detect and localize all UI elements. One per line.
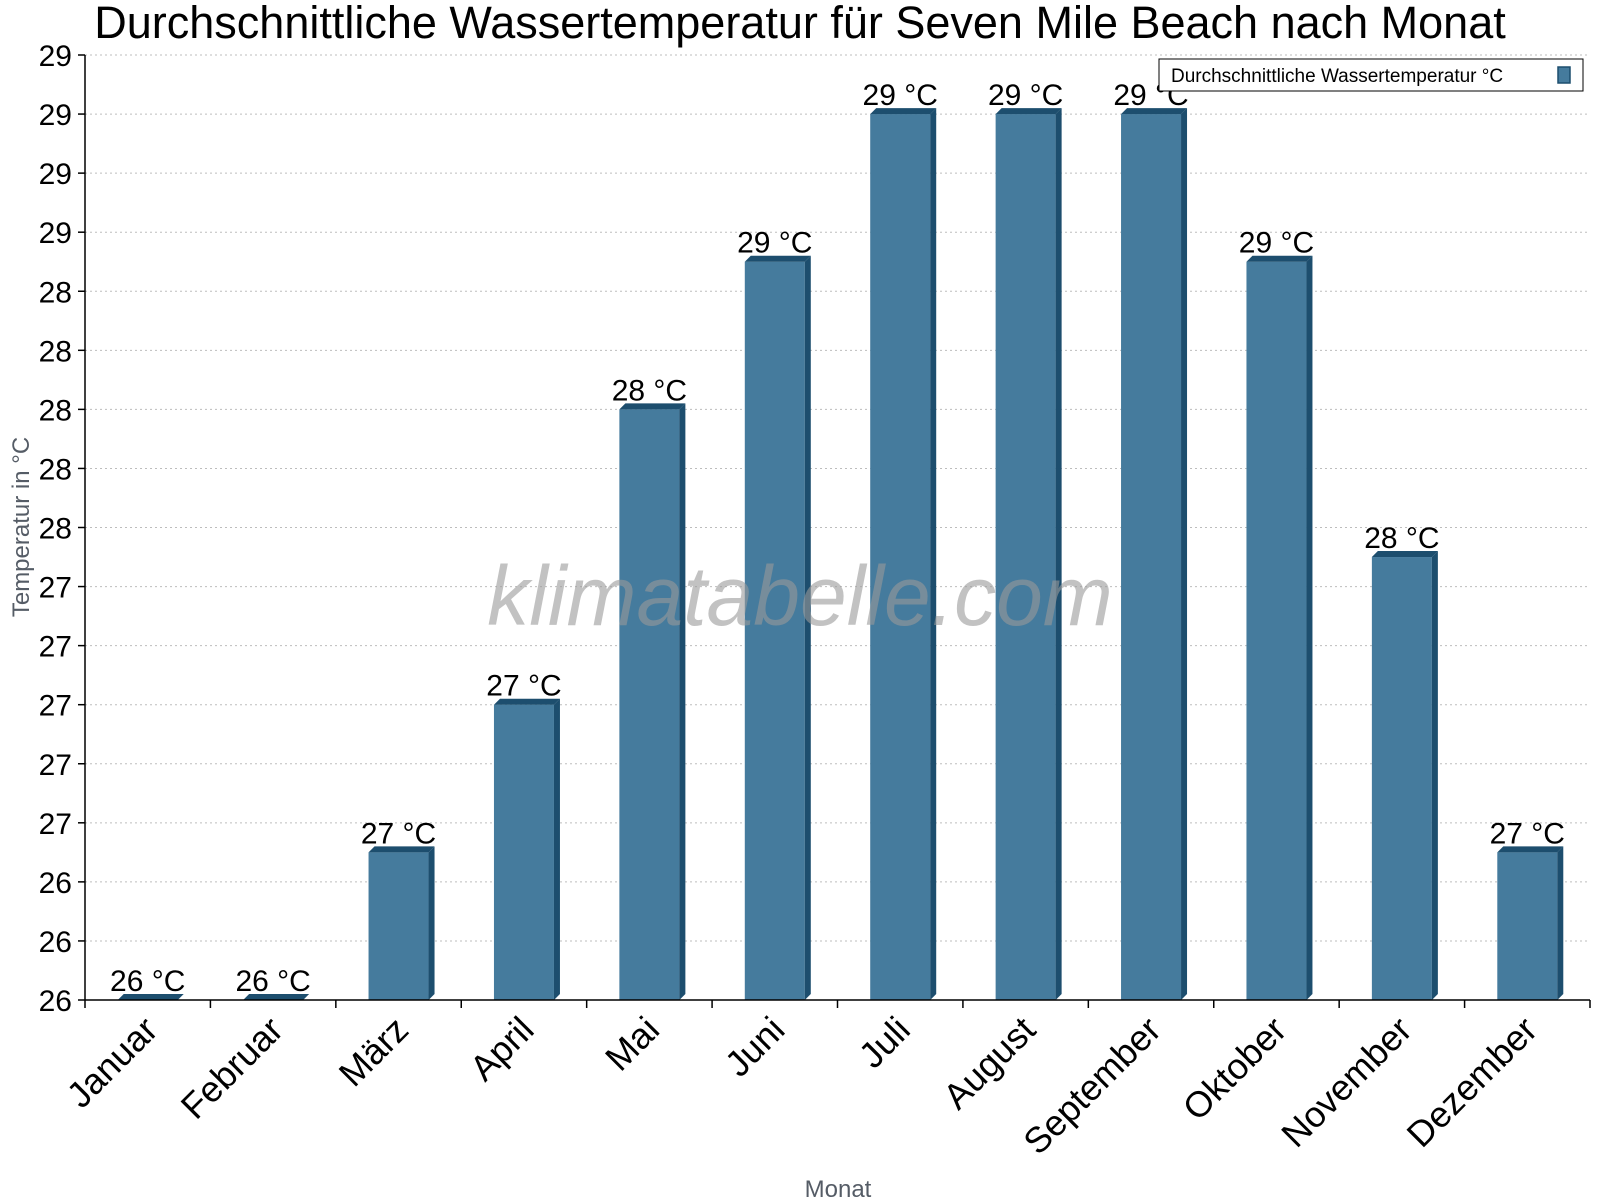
data-label: 29 °C: [1239, 227, 1314, 260]
y-tick-label: 27: [39, 690, 72, 723]
data-labels: 26 °C 26 °C 27 °C 27 °C 28 °C 29 °C 29 °C 29 °C…: [110, 79, 1565, 998]
watermark: klimatabelle.com: [487, 549, 1113, 643]
bar: [1121, 108, 1188, 1000]
data-label: 28 °C: [612, 374, 687, 407]
data-label: 26 °C: [235, 965, 310, 998]
y-tick-label: 29: [39, 40, 72, 73]
legend-box: [1158, 58, 1584, 92]
y-tick-label: 28: [39, 335, 72, 368]
x-tick-label: Juli: [851, 1009, 918, 1076]
x-tick-label: November: [1273, 1009, 1419, 1155]
bar-top: [1371, 551, 1438, 558]
bar-front: [995, 114, 1056, 1000]
chart-title: Durchschnittliche Wassertemperatur für S…: [94, 0, 1506, 48]
bar-front: [1497, 852, 1558, 1000]
grid: [85, 54, 1590, 942]
y-tick-label: 27: [39, 808, 72, 841]
x-tick-label: August: [935, 1009, 1043, 1117]
bar-front: [870, 114, 931, 1000]
legend-entry-label: Durchschnittliche Wassertemperatur °C: [1171, 66, 1503, 87]
bar-top: [243, 994, 310, 1000]
bars: [117, 108, 1564, 1000]
y-tick-label: 29: [39, 158, 72, 191]
legend-swatch: [1557, 66, 1571, 84]
data-label: 28 °C: [1364, 522, 1439, 555]
data-label: 26 °C: [110, 965, 185, 998]
bar-top: [744, 255, 811, 262]
x-tick-label: März: [331, 1009, 417, 1095]
bar-side: [804, 255, 811, 1000]
bar-front: [619, 409, 680, 1000]
bar-side: [679, 403, 686, 1000]
y-tick-label: 27: [39, 572, 72, 605]
y-axis-ticks: 26 26 26 27 27 27 27 27 28 28 28 28 28 29 29 29 29: [39, 40, 85, 1018]
bar-top: [619, 403, 686, 410]
bar-top: [1246, 255, 1313, 262]
bar: [493, 698, 560, 1000]
y-tick-label: 27: [39, 631, 72, 664]
y-tick-label: 28: [39, 276, 72, 309]
y-tick-label: 26: [39, 985, 72, 1018]
bar-side: [930, 108, 937, 1000]
x-tick-label: Juni: [717, 1009, 793, 1085]
bar-front: [368, 852, 429, 1000]
bar-side: [1181, 108, 1188, 1000]
x-tick-label: Mai: [597, 1009, 667, 1079]
bar-side: [1557, 846, 1564, 1000]
bar: [368, 846, 435, 1000]
bar: [243, 994, 310, 1000]
y-axis-label: Temperatur in °C: [8, 437, 35, 617]
data-label: 29 °C: [737, 227, 812, 260]
bar: [744, 255, 811, 1000]
bar-front: [1246, 261, 1307, 1000]
y-tick-label: 29: [39, 217, 72, 250]
bar: [1246, 255, 1313, 1000]
x-tick-label: September: [1015, 1009, 1169, 1163]
bar-side: [1431, 551, 1438, 1000]
bar: [870, 108, 937, 1000]
bar-side: [553, 698, 560, 1000]
bar-front: [744, 261, 805, 1000]
data-label: 27 °C: [361, 817, 436, 850]
x-tick-label: Dezember: [1399, 1009, 1545, 1155]
bar-front: [1371, 557, 1432, 1000]
y-tick-label: 28: [39, 453, 72, 486]
data-label: 29 °C: [988, 79, 1063, 112]
x-tick-label: April: [462, 1009, 542, 1089]
x-tick-label: Oktober: [1175, 1009, 1295, 1129]
x-tick-label: Februar: [173, 1009, 291, 1127]
y-tick-label: 29: [39, 99, 72, 132]
bar-side: [1055, 108, 1062, 1000]
y-tick-label: 26: [39, 926, 72, 959]
x-tick-label: Januar: [59, 1009, 166, 1116]
y-tick-label: 28: [39, 394, 72, 427]
bar: [117, 994, 184, 1000]
bar-top: [117, 994, 184, 1000]
bar-top: [1121, 108, 1188, 115]
bar: [995, 108, 1062, 1000]
bar-side: [428, 846, 435, 1000]
x-axis-ticks: Januar Februar März April Mai Juni Juli AugustS…: [59, 1000, 1591, 1163]
bar-top: [368, 846, 435, 853]
bar-top: [995, 108, 1062, 115]
x-axis-label: Monat: [805, 1176, 872, 1200]
bar-top: [1497, 846, 1564, 853]
y-tick-label: 28: [39, 513, 72, 546]
bar-top: [493, 698, 560, 705]
bar-top: [870, 108, 937, 115]
bar: [619, 403, 686, 1000]
y-tick-label: 27: [39, 749, 72, 782]
bar-front: [1121, 114, 1182, 1000]
bar: [1497, 846, 1564, 1000]
bar: [1371, 551, 1438, 1000]
data-label: 27 °C: [1490, 817, 1565, 850]
y-tick-label: 26: [39, 867, 72, 900]
bar-side: [1306, 255, 1313, 1000]
bar-front: [493, 704, 554, 1000]
legend: Durchschnittliche Wassertemperatur °C: [1158, 58, 1584, 92]
data-label: 27 °C: [486, 670, 561, 703]
data-label: 29 °C: [863, 79, 938, 112]
